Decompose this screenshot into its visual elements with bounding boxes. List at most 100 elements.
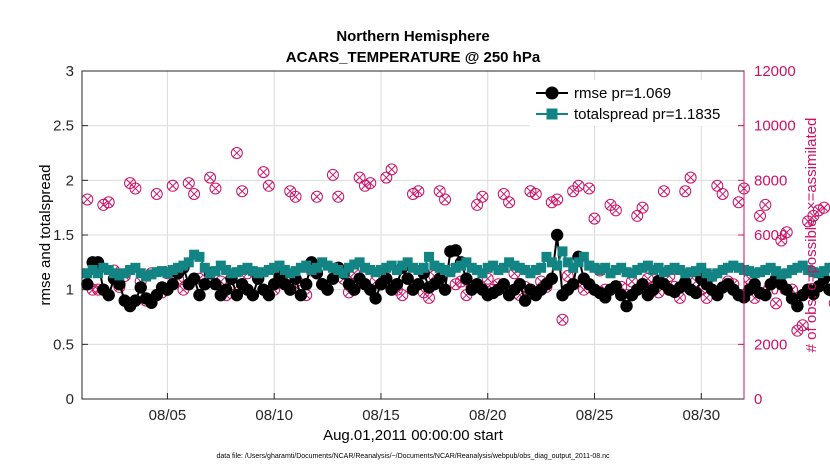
obs-point — [396, 289, 409, 302]
spread-point — [578, 251, 589, 262]
spread-point — [626, 268, 637, 279]
obs-assimilated-marker — [734, 198, 743, 207]
spread-point — [402, 257, 413, 268]
spread-point — [552, 260, 563, 271]
spread-point — [472, 264, 483, 275]
spread-point — [391, 264, 402, 275]
rmse-point — [219, 283, 233, 296]
spread-point — [424, 251, 435, 262]
obs-possible-marker — [439, 193, 452, 206]
obs-possible-marker — [657, 185, 670, 198]
spread-point — [541, 251, 552, 262]
obs-assimilated-marker — [328, 170, 338, 180]
obs-possible-marker — [636, 201, 649, 214]
y2-tick-label: 8000 — [754, 172, 787, 189]
obs-point — [310, 190, 323, 203]
rmse-point — [550, 228, 564, 242]
spread-point — [231, 267, 242, 278]
obs-possible-marker — [204, 171, 217, 184]
spread-point — [365, 264, 376, 275]
obs-point — [754, 209, 767, 222]
spread-point — [301, 260, 312, 271]
obs-point — [609, 204, 622, 217]
spread-point — [573, 257, 584, 268]
obs-point — [556, 313, 569, 326]
obs-possible-marker — [166, 179, 179, 192]
spread-point — [771, 266, 782, 277]
rmse-point — [449, 244, 462, 257]
spread-point — [562, 257, 573, 268]
spread-point — [466, 262, 477, 273]
obs-point — [166, 179, 179, 192]
spread-point — [493, 264, 504, 275]
obs-point — [262, 179, 275, 192]
obs-assimilated-marker — [264, 181, 274, 190]
spread-point — [98, 262, 109, 273]
spread-point — [285, 268, 296, 279]
spread-point — [205, 268, 216, 279]
rmse-point — [433, 272, 446, 285]
obs-point — [150, 188, 163, 200]
rmse-point — [262, 288, 276, 302]
obs-point — [353, 171, 366, 184]
obs-possible-marker — [449, 278, 462, 291]
obs-possible-marker — [716, 188, 729, 200]
y-tick-label: 1.5 — [53, 227, 74, 244]
obs-assimilated-marker — [659, 187, 669, 196]
obs-possible-marker — [684, 171, 697, 184]
rmse-point — [615, 288, 628, 302]
spread-point — [370, 267, 381, 278]
spread-point — [520, 264, 531, 275]
x-axis-ticks: 08/05 08/10 08/15 08/20 08/25 08/30 — [149, 393, 720, 424]
obs-assimilated-marker — [702, 293, 711, 303]
obs-assimilated-marker — [819, 203, 829, 212]
obs-point — [476, 190, 489, 203]
spread-point — [642, 260, 653, 271]
rmse-point — [791, 299, 804, 313]
x-tick-label: 08/15 — [362, 407, 400, 424]
spread-point — [141, 271, 152, 282]
x-axis-label: Aug.01,2011 00:00:00 start — [323, 427, 504, 444]
spread-point — [674, 264, 685, 275]
legend-spread-label: totalspread pr=1.1835 — [574, 106, 720, 123]
spread-point — [440, 264, 451, 275]
obs-possible-marker — [358, 179, 371, 192]
rmse-point — [759, 288, 772, 302]
spread-point — [498, 262, 509, 273]
obs-assimilated-marker — [259, 167, 268, 177]
obs-point — [182, 177, 195, 190]
spread-point — [354, 257, 365, 268]
obs-assimilated-marker — [504, 198, 514, 207]
spread-point — [690, 266, 701, 277]
obs-point — [188, 188, 201, 200]
obs-point — [230, 147, 243, 159]
spread-point — [568, 262, 579, 273]
spread-point — [333, 264, 344, 275]
spread-point — [434, 262, 445, 273]
spread-point — [279, 264, 290, 275]
obs-assimilated-marker — [718, 189, 727, 199]
rmse-point — [545, 272, 559, 285]
obs-possible-marker — [188, 188, 201, 200]
spread-point — [781, 268, 792, 279]
spread-point — [722, 262, 733, 273]
spread-point — [173, 262, 184, 273]
rmse-point — [497, 278, 510, 291]
spread-point — [536, 262, 547, 273]
y-tick-label: 2 — [66, 172, 74, 189]
spread-point — [760, 264, 771, 275]
spread-point — [221, 264, 232, 275]
obs-assimilated-marker — [355, 173, 364, 182]
obs-assimilated-marker — [238, 187, 247, 196]
obs-assimilated-marker — [574, 181, 583, 190]
obs-possible-marker — [609, 204, 622, 217]
obs-point — [716, 188, 729, 200]
spread-point — [215, 260, 226, 271]
y-axis-ticks: 0 0.5 1 1.5 2 2.5 3 — [53, 63, 88, 408]
spread-point — [263, 264, 274, 275]
y2-tick-label: 2000 — [754, 336, 787, 353]
spread-point — [167, 264, 178, 275]
obs-point — [326, 168, 339, 181]
rmse-point — [380, 272, 393, 285]
rmse-point — [198, 278, 211, 291]
